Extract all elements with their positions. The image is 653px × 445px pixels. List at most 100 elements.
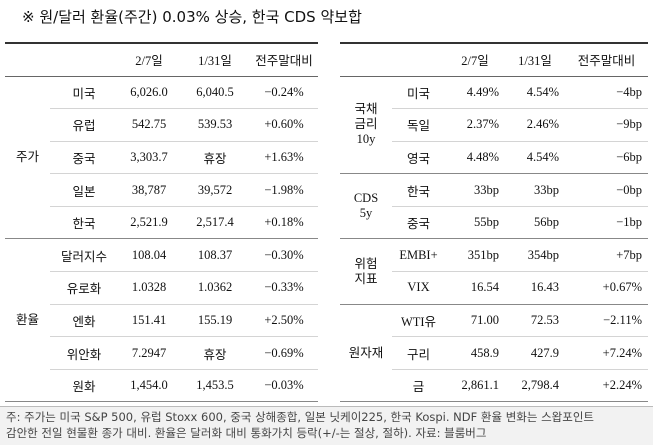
- value-cell: 108.37: [180, 238, 250, 273]
- value-cell: 155.19: [180, 304, 250, 338]
- group-label-line: CDS: [353, 191, 379, 206]
- row: 영국 4.48% 4.54% −6bp: [340, 141, 648, 175]
- value-cell: +7bp: [565, 238, 648, 273]
- value-cell: 458.9: [445, 336, 505, 370]
- value-cell: 3,303.7: [118, 141, 180, 175]
- group-label-line: 10y: [356, 132, 376, 147]
- title: ※ 원/달러 환율(주간) 0.03% 상승, 한국 CDS 약보합: [22, 8, 362, 26]
- row-name: 중국: [50, 141, 118, 175]
- row: 금 2,861.1 2,798.4 +2.24%: [340, 369, 648, 403]
- value-cell: 539.53: [180, 108, 250, 142]
- value-cell: 33bp: [505, 173, 565, 207]
- value-cell: −0.24%: [250, 76, 318, 110]
- header-cell: [340, 43, 445, 77]
- row: VIX 16.54 16.43 +0.67%: [340, 271, 648, 305]
- row: 중국 55bp 56bp −1bp: [340, 206, 648, 240]
- value-cell: −9bp: [565, 108, 648, 142]
- row: 독일 2.37% 2.46% −9bp: [340, 108, 648, 142]
- row-name: 영국: [392, 141, 445, 175]
- header-row: 2/7일 1/31일 전주말대비: [340, 43, 648, 77]
- row-name: 구리: [392, 336, 445, 370]
- value-cell: 16.43: [505, 271, 565, 305]
- value-cell: +2.50%: [250, 304, 318, 338]
- header-cell: 2/7일: [118, 43, 180, 77]
- row-name: 일본: [50, 173, 118, 207]
- row-name: 한국: [50, 206, 118, 240]
- value-cell: 33bp: [445, 173, 505, 207]
- row: 유로화 1.0328 1.0362 −0.33%: [5, 271, 318, 305]
- value-cell: 1,454.0: [118, 369, 180, 403]
- group-label: 원자재: [340, 304, 392, 403]
- value-cell: +0.67%: [565, 271, 648, 305]
- row: 중국 3,303.7 휴장 +1.63%: [5, 141, 318, 175]
- group-label-line: 위험: [354, 256, 378, 271]
- value-cell: −1.98%: [250, 173, 318, 207]
- row: 환율 달러지수 108.04 108.37 −0.30%: [5, 238, 318, 403]
- value-cell: 6,026.0: [118, 76, 180, 110]
- group-label-line: 국채: [354, 102, 378, 117]
- value-cell: 4.54%: [505, 76, 565, 110]
- header-cell: 전주말대비: [250, 43, 318, 77]
- row: 엔화 151.41 155.19 +2.50%: [5, 304, 318, 338]
- row: 일본 38,787 39,572 −1.98%: [5, 173, 318, 207]
- value-cell: 351bp: [445, 238, 505, 273]
- value-cell: 2,521.9: [118, 206, 180, 240]
- header-row: 2/7일 1/31일 전주말대비: [5, 43, 318, 77]
- row: 위험 지표 EMBI+ 351bp 354bp +7bp: [340, 238, 648, 305]
- group-label-line: 주가: [15, 149, 39, 164]
- footnote-line: 감안한 전일 현물환 종가 대비. 환율은 달러화 대비 통화가치 등락(+/-…: [6, 426, 487, 440]
- group-label: 국채 금리 10y: [340, 76, 392, 175]
- table-body: 국채 금리 10y 미국 4.49% 4.54% −4bp 독일 2.37% 2.46% −9bp 영…: [340, 76, 648, 403]
- row: CDS 5y 한국 33bp 33bp −0bp: [340, 173, 648, 240]
- value-cell: 16.54: [445, 271, 505, 305]
- row-name: WTI유: [392, 304, 445, 338]
- group-label-line: 5y: [359, 206, 373, 221]
- row-name: 중국: [392, 206, 445, 240]
- value-cell: 4.49%: [445, 76, 505, 110]
- left-table: 2/7일 1/31일 전주말대비 주가 미국 6,026.0 6,040.5 −0.24% 유럽…: [5, 42, 318, 403]
- row-name: 원화: [50, 369, 118, 403]
- value-cell: 4.48%: [445, 141, 505, 175]
- header-cell: 2/7일: [445, 43, 505, 77]
- value-cell: −0.30%: [250, 238, 318, 273]
- table-header: 2/7일 1/31일 전주말대비: [5, 43, 318, 77]
- group-label: 환율: [5, 238, 50, 403]
- value-cell: 542.75: [118, 108, 180, 142]
- row: 유럽 542.75 539.53 +0.60%: [5, 108, 318, 142]
- right-table: 2/7일 1/31일 전주말대비 국채 금리 10y 미국 4.49% 4.54% −4bp 독일 2…: [340, 42, 648, 403]
- value-cell: 354bp: [505, 238, 565, 273]
- group-label-line: 지표: [354, 271, 378, 286]
- value-cell: 7.2947: [118, 336, 180, 370]
- value-cell: 2.46%: [505, 108, 565, 142]
- value-cell: 38,787: [118, 173, 180, 207]
- value-cell: 151.41: [118, 304, 180, 338]
- value-cell: −0.33%: [250, 271, 318, 305]
- value-cell: +0.18%: [250, 206, 318, 240]
- footnote-line: 주: 주가는 미국 S&P 500, 유럽 Stoxx 600, 중국 상해종합…: [6, 410, 594, 424]
- row-name: 엔화: [50, 304, 118, 338]
- value-cell: 4.54%: [505, 141, 565, 175]
- row: 위안화 7.2947 휴장 −0.69%: [5, 336, 318, 370]
- value-cell: 427.9: [505, 336, 565, 370]
- row: 구리 458.9 427.9 +7.24%: [340, 336, 648, 370]
- value-cell: 39,572: [180, 173, 250, 207]
- group-label-line: 금리: [354, 117, 378, 132]
- value-cell: −0.03%: [250, 369, 318, 403]
- value-cell: −0.69%: [250, 336, 318, 370]
- group-label-line: 환율: [15, 312, 39, 327]
- value-cell: +1.63%: [250, 141, 318, 175]
- value-cell: 휴장: [180, 336, 250, 370]
- value-cell: 6,040.5: [180, 76, 250, 110]
- value-cell: −1bp: [565, 206, 648, 240]
- value-cell: −4bp: [565, 76, 648, 110]
- row-name: 독일: [392, 108, 445, 142]
- group-label: CDS 5y: [340, 173, 392, 240]
- row-name: 한국: [392, 173, 445, 207]
- value-cell: −6bp: [565, 141, 648, 175]
- value-cell: −2.11%: [565, 304, 648, 338]
- row: 국채 금리 10y 미국 4.49% 4.54% −4bp: [340, 76, 648, 175]
- value-cell: 71.00: [445, 304, 505, 338]
- footnote: 주: 주가는 미국 S&P 500, 유럽 Stoxx 600, 중국 상해종합…: [0, 406, 653, 445]
- value-cell: 1.0328: [118, 271, 180, 305]
- value-cell: +7.24%: [565, 336, 648, 370]
